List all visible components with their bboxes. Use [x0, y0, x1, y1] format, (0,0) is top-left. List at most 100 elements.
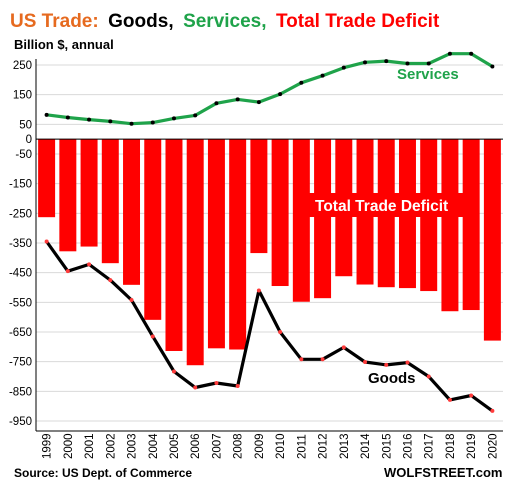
services-point [87, 117, 92, 122]
axes [35, 59, 503, 432]
x-tick-label: 2019 [466, 433, 478, 459]
y-tick-label: 250 [13, 60, 32, 72]
services-point [256, 100, 261, 105]
goods-point [490, 408, 495, 413]
x-tick-label: 2012 [318, 433, 330, 459]
goods-point [363, 359, 368, 364]
services-point [363, 60, 368, 65]
goods-point [278, 330, 283, 334]
services-point [405, 61, 410, 66]
deficit-bar [186, 139, 204, 366]
x-tick-label: 2014 [360, 433, 372, 459]
services-point [384, 59, 389, 64]
chart-subtitle: Billion $, annual [14, 37, 114, 52]
x-tick-label: 2005 [169, 433, 181, 459]
goods-point [214, 381, 219, 386]
y-tick-label: 150 [13, 90, 32, 102]
deficit-bar [38, 139, 56, 218]
title-deficit: Total Trade Deficit [276, 11, 440, 32]
y-tick-label: -150 [9, 179, 32, 191]
y-tick-label: -550 [9, 297, 32, 309]
y-tick-label: -450 [9, 268, 32, 280]
x-tick-label: 2001 [84, 433, 96, 459]
x-tick-label: 2010 [275, 433, 287, 459]
deficit-bar [271, 139, 289, 287]
title-goods: Goods, [108, 11, 173, 32]
y-tick-label: -250 [9, 208, 32, 220]
y-tick-labels: 250 150 50 0 -50 -150 -250 -350 -450 -550 -650 -750… [9, 60, 32, 428]
deficit-bar [314, 139, 332, 299]
source-note: Source: US Dept. of Commerce [14, 466, 192, 480]
goods-point [193, 385, 198, 390]
services-point [490, 64, 495, 69]
goods-point [299, 357, 304, 362]
goods-point [341, 345, 346, 350]
goods-point [44, 239, 49, 244]
x-tick-label: 2009 [254, 433, 266, 459]
services-point [341, 65, 346, 70]
y-tick-label: -850 [9, 386, 32, 398]
x-tick-label: 2017 [424, 433, 436, 459]
x-tick-label: 2018 [445, 433, 457, 459]
x-tick-label: 2013 [339, 433, 351, 459]
x-tick-label: 2008 [233, 433, 245, 459]
services-point [129, 121, 134, 126]
x-tick-label: 2003 [127, 433, 139, 459]
goods-point [87, 262, 92, 267]
x-tick-label: 2015 [381, 433, 393, 459]
y-tick-label: 50 [19, 119, 32, 131]
deficit-bar [483, 139, 501, 341]
x-tick-label: 2000 [63, 433, 75, 459]
services-point [44, 112, 49, 117]
deficit-bars [38, 139, 501, 366]
x-tick-label: 2011 [296, 434, 308, 459]
x-tick-label: 2004 [148, 433, 160, 459]
brand-logo: WOLFSTREET.com [384, 465, 502, 480]
x-tick-label: 2007 [211, 433, 223, 459]
y-tick-label: -950 [9, 416, 32, 428]
goods-point [150, 334, 155, 339]
services-point [235, 97, 240, 102]
goods-point [171, 369, 176, 374]
goods-point [320, 357, 325, 362]
services-point [320, 73, 325, 78]
deficit-bar [229, 139, 247, 350]
chart-title: US Trade: Goods, Services, Total Trade D… [10, 11, 440, 32]
deficit-bar [250, 139, 268, 254]
deficit-bar [165, 139, 183, 351]
title-services: Services, [183, 11, 266, 32]
deficit-bar [80, 139, 98, 247]
deficit-label: Total Trade Deficit [315, 198, 448, 215]
goods-point [65, 269, 70, 274]
y-tick-label: -750 [9, 357, 32, 369]
goods-point [235, 383, 240, 388]
deficit-bar [207, 139, 225, 349]
services-point [108, 119, 113, 124]
deficit-bar [462, 139, 480, 311]
deficit-bar [101, 139, 119, 264]
services-point [447, 51, 452, 56]
deficit-bar [144, 139, 162, 320]
deficit-label-box [303, 193, 469, 217]
goods-label: Goods [368, 370, 416, 387]
y-tick-label: -650 [9, 327, 32, 339]
goods-point [129, 297, 134, 302]
goods-point [447, 397, 452, 402]
goods-point [256, 288, 261, 293]
goods-point [108, 278, 113, 283]
x-tick-label: 2020 [487, 433, 499, 459]
services-point [214, 101, 219, 106]
services-point [193, 113, 198, 118]
services-point [469, 51, 474, 56]
goods-point [469, 393, 474, 398]
goods-line [45, 240, 494, 413]
deficit-bar [59, 139, 77, 252]
x-tick-label: 1999 [42, 433, 54, 459]
services-point [299, 80, 304, 85]
deficit-bar [123, 139, 141, 285]
series-lines [44, 51, 495, 413]
services-point [171, 116, 176, 121]
goods-point [384, 362, 389, 367]
services-point [150, 120, 155, 125]
